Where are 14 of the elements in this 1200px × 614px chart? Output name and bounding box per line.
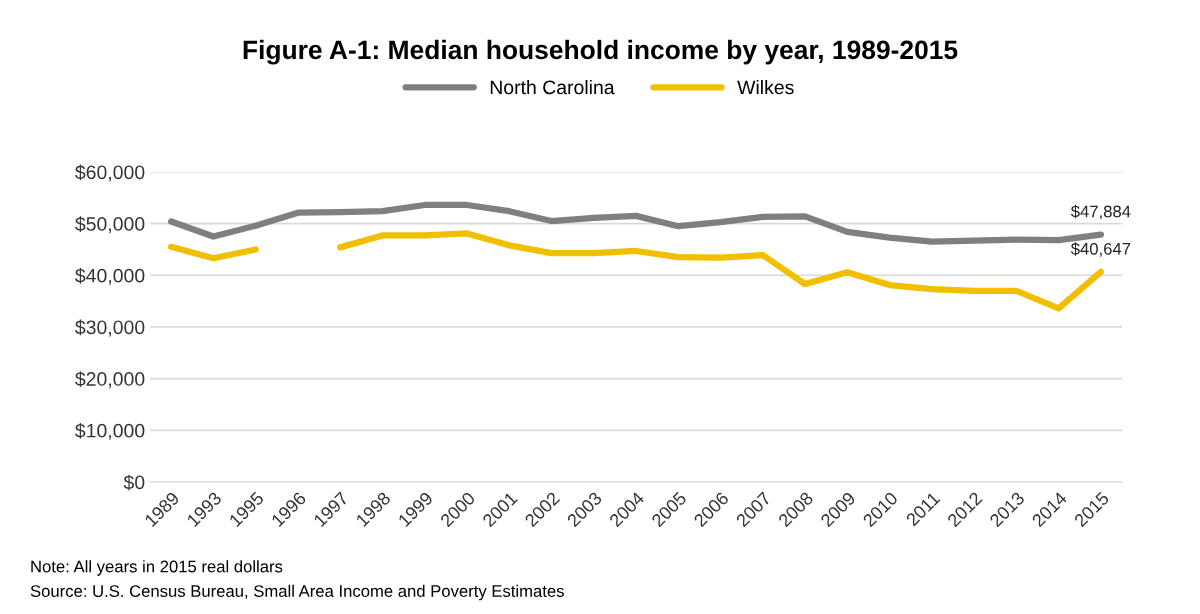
text: Note: All years in 2015 real dollars [31, 560, 283, 576]
y-tick-label: $0 [123, 474, 145, 491]
y-tick-label: $30,000 [75, 319, 145, 337]
y-tick-label: $20,000 [75, 371, 145, 389]
y-tick-label: $60,000 [75, 164, 145, 182]
legend-label: North Carolina [490, 79, 615, 95]
data-label: $47,884 [1070, 204, 1131, 220]
chart-title: Figure A-1: Median household income by year, 1989-2015 [243, 39, 958, 65]
y-tick-label: $50,000 [75, 216, 145, 234]
y-tick-label: $40,000 [75, 267, 145, 285]
y-tick-label: $10,000 [75, 422, 145, 440]
data-label: $40,647 [1070, 242, 1131, 257]
legend-label: Wilkes [737, 79, 794, 95]
source-note: Source: U.S. Census Bureau, Small Area Income and Poverty Estimates [30, 584, 564, 601]
